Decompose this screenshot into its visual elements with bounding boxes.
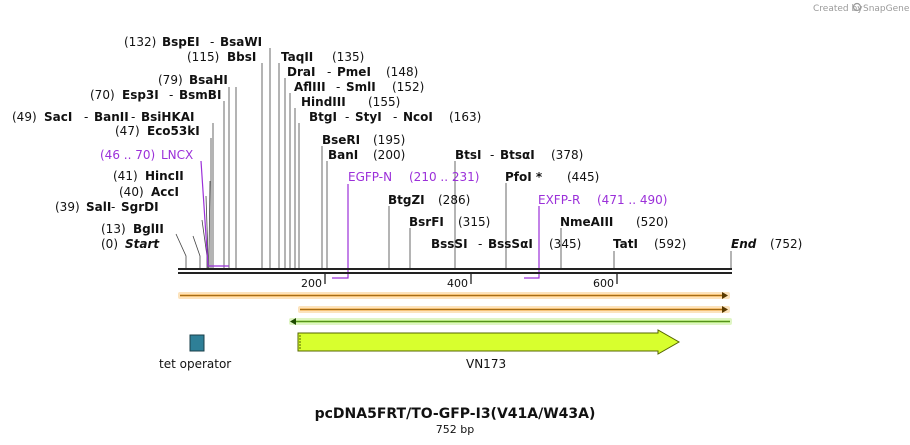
site-label-nmeaiii[interactable]: NmeAIII (520) bbox=[560, 215, 668, 229]
site-label-btgzi[interactable]: BtgZI (286) bbox=[388, 193, 470, 207]
svg-text:TatI(592): TatI (592) bbox=[613, 237, 686, 251]
svg-text:(49)SacI-BanII-BsiHKAI: (49) SacI - BanII - BsiHKAI bbox=[12, 110, 195, 124]
svg-text:(0)Start: (0) Start bbox=[101, 237, 160, 251]
site-label-bsrfi[interactable]: BsrFI (315) bbox=[409, 215, 490, 229]
svg-text:AflIII-SmlI(152): AflIII - SmlI (152) bbox=[294, 80, 424, 94]
svg-text:HindIII(155): HindIII (155) bbox=[301, 95, 400, 109]
primer-label-lncx[interactable]: (46 .. 70) LNCX bbox=[100, 148, 193, 162]
svg-text:(39)SalI-SgrDI: (39) SalI- SgrDI bbox=[55, 200, 159, 214]
site-label-start[interactable]: (0) Start bbox=[101, 237, 160, 251]
svg-text:(132)BspEI-BsaWI: (132) BspEI - BsaWI bbox=[124, 35, 262, 49]
svg-text:DraI-PmeI(148): DraI - PmeI (148) bbox=[287, 65, 418, 79]
site-label-end[interactable]: End (752) bbox=[731, 237, 802, 251]
vn173-label: VN173 bbox=[466, 357, 506, 371]
tick-label-600: 600 bbox=[593, 277, 614, 290]
leader-hincii bbox=[208, 180, 211, 268]
backbone-bottom bbox=[178, 272, 732, 274]
site-label-btgi[interactable]: BtgI - StyI - NcoI (163) bbox=[309, 110, 481, 124]
site-label-afliii[interactable]: AflIII - SmlI (152) bbox=[294, 80, 424, 94]
svg-text:NmeAIII(520): NmeAIII (520) bbox=[560, 215, 668, 229]
primer-exfpr-line bbox=[524, 206, 540, 279]
site-label-acci[interactable]: (40) AccI bbox=[119, 185, 179, 199]
svg-text:BssSI-BssSαI(345): BssSI - BssSαI (345) bbox=[431, 237, 581, 251]
green-feature-reverse[interactable] bbox=[289, 318, 732, 325]
svg-text:TaqII(135): TaqII (135) bbox=[281, 50, 364, 64]
site-label-taqii[interactable]: TaqII (135) bbox=[281, 50, 364, 64]
orange-feature-2[interactable] bbox=[298, 306, 730, 313]
site-label-bbsi[interactable]: (115) BbsI bbox=[187, 50, 256, 64]
site-label-bseri[interactable]: BseRI (195) bbox=[322, 133, 405, 147]
leader-start bbox=[175, 233, 187, 268]
svg-text:BanI(200): BanI (200) bbox=[328, 148, 405, 162]
site-label-bspei[interactable]: (132) BspEI - BsaWI bbox=[124, 35, 262, 49]
site-label-btsi[interactable]: BtsI - BtsαI (378) bbox=[455, 148, 583, 162]
svg-text:BsrFI(315): BsrFI (315) bbox=[409, 215, 490, 229]
map-length: 752 bp bbox=[436, 423, 474, 436]
svg-text:EXFP-R(471 .. 490): EXFP-R (471 .. 490) bbox=[538, 193, 667, 207]
site-label-bglii[interactable]: (13) BglII bbox=[101, 222, 164, 236]
site-label-drai[interactable]: DraI - PmeI (148) bbox=[287, 65, 418, 79]
site-label-bsahi[interactable]: (79) BsaHI bbox=[158, 73, 228, 87]
svg-text:(79)BsaHI: (79) BsaHI bbox=[158, 73, 228, 87]
site-label-hindiii[interactable]: HindIII (155) bbox=[301, 95, 400, 109]
site-label-pfoi[interactable]: PfoI * (445) bbox=[505, 170, 599, 184]
svg-text:(41)HincII: (41) HincII bbox=[113, 169, 184, 183]
map-title: pcDNA5FRT/TO-GFP-I3(V41A/W43A) bbox=[315, 406, 596, 422]
primer-leaders bbox=[200, 160, 540, 279]
svg-text:PfoI *(445): PfoI * (445) bbox=[505, 170, 599, 184]
backbone-top bbox=[178, 268, 732, 270]
site-label-bsssi[interactable]: BssSI - BssSαI (345) bbox=[431, 237, 581, 251]
site-label-saci[interactable]: (49) SacI - BanII - BsiHKAI bbox=[12, 110, 195, 124]
credit-prefix: Created by bbox=[813, 4, 863, 14]
primer-label-exfpr[interactable]: EXFP-R (471 .. 490) bbox=[538, 193, 667, 207]
primer-egfpn-line bbox=[332, 184, 349, 279]
svg-text:BtgZI(286): BtgZI (286) bbox=[388, 193, 470, 207]
vn173-feature[interactable] bbox=[297, 329, 681, 355]
svg-text:BseRI(195): BseRI (195) bbox=[322, 133, 405, 147]
site-label-bani[interactable]: BanI (200) bbox=[328, 148, 405, 162]
site-label-tati[interactable]: TatI (592) bbox=[613, 237, 686, 251]
scale: 200 400 600 bbox=[301, 274, 618, 290]
svg-text:(46 .. 70)LNCX: (46 .. 70) LNCX bbox=[100, 148, 193, 162]
site-label-eco53ki[interactable]: (47) Eco53kI bbox=[115, 124, 200, 138]
tet-operator-label: tet operator bbox=[159, 357, 231, 371]
snapgene-logo-icon bbox=[852, 2, 862, 12]
tet-operator-feature[interactable] bbox=[189, 334, 205, 352]
svg-text:End(752): End (752) bbox=[731, 237, 802, 251]
site-label-sali[interactable]: (39) SalI- SgrDI bbox=[55, 200, 159, 214]
svg-text:(115)BbsI: (115) BbsI bbox=[187, 50, 256, 64]
site-label-esp3i[interactable]: (70) Esp3I - BsmBI bbox=[90, 88, 221, 102]
primer-label-egfpn[interactable]: EGFP-N (210 .. 231) bbox=[348, 170, 479, 184]
site-leader-lines bbox=[175, 48, 732, 268]
tick-label-200: 200 bbox=[301, 277, 322, 290]
svg-text:BtgI-StyI-NcoI(163): BtgI - StyI - NcoI (163) bbox=[309, 110, 481, 124]
svg-text:EGFP-N(210 .. 231): EGFP-N (210 .. 231) bbox=[348, 170, 479, 184]
leader-bglii bbox=[192, 235, 201, 268]
svg-text:(40)AccI: (40) AccI bbox=[119, 185, 179, 199]
site-label-hincii[interactable]: (41) HincII bbox=[113, 169, 184, 183]
primer-lncx-line bbox=[200, 160, 229, 267]
svg-text:(13)BglII: (13) BglII bbox=[101, 222, 164, 236]
svg-text:(70)Esp3I-BsmBI: (70) Esp3I - BsmBI bbox=[90, 88, 221, 102]
orange-feature-1[interactable] bbox=[178, 292, 730, 299]
credit-brand: SnapGene bbox=[863, 4, 910, 14]
svg-text:BtsI-BtsαI(378): BtsI - BtsαI (378) bbox=[455, 148, 583, 162]
tick-label-400: 400 bbox=[447, 277, 468, 290]
svg-text:(47)Eco53kI: (47) Eco53kI bbox=[115, 124, 200, 138]
